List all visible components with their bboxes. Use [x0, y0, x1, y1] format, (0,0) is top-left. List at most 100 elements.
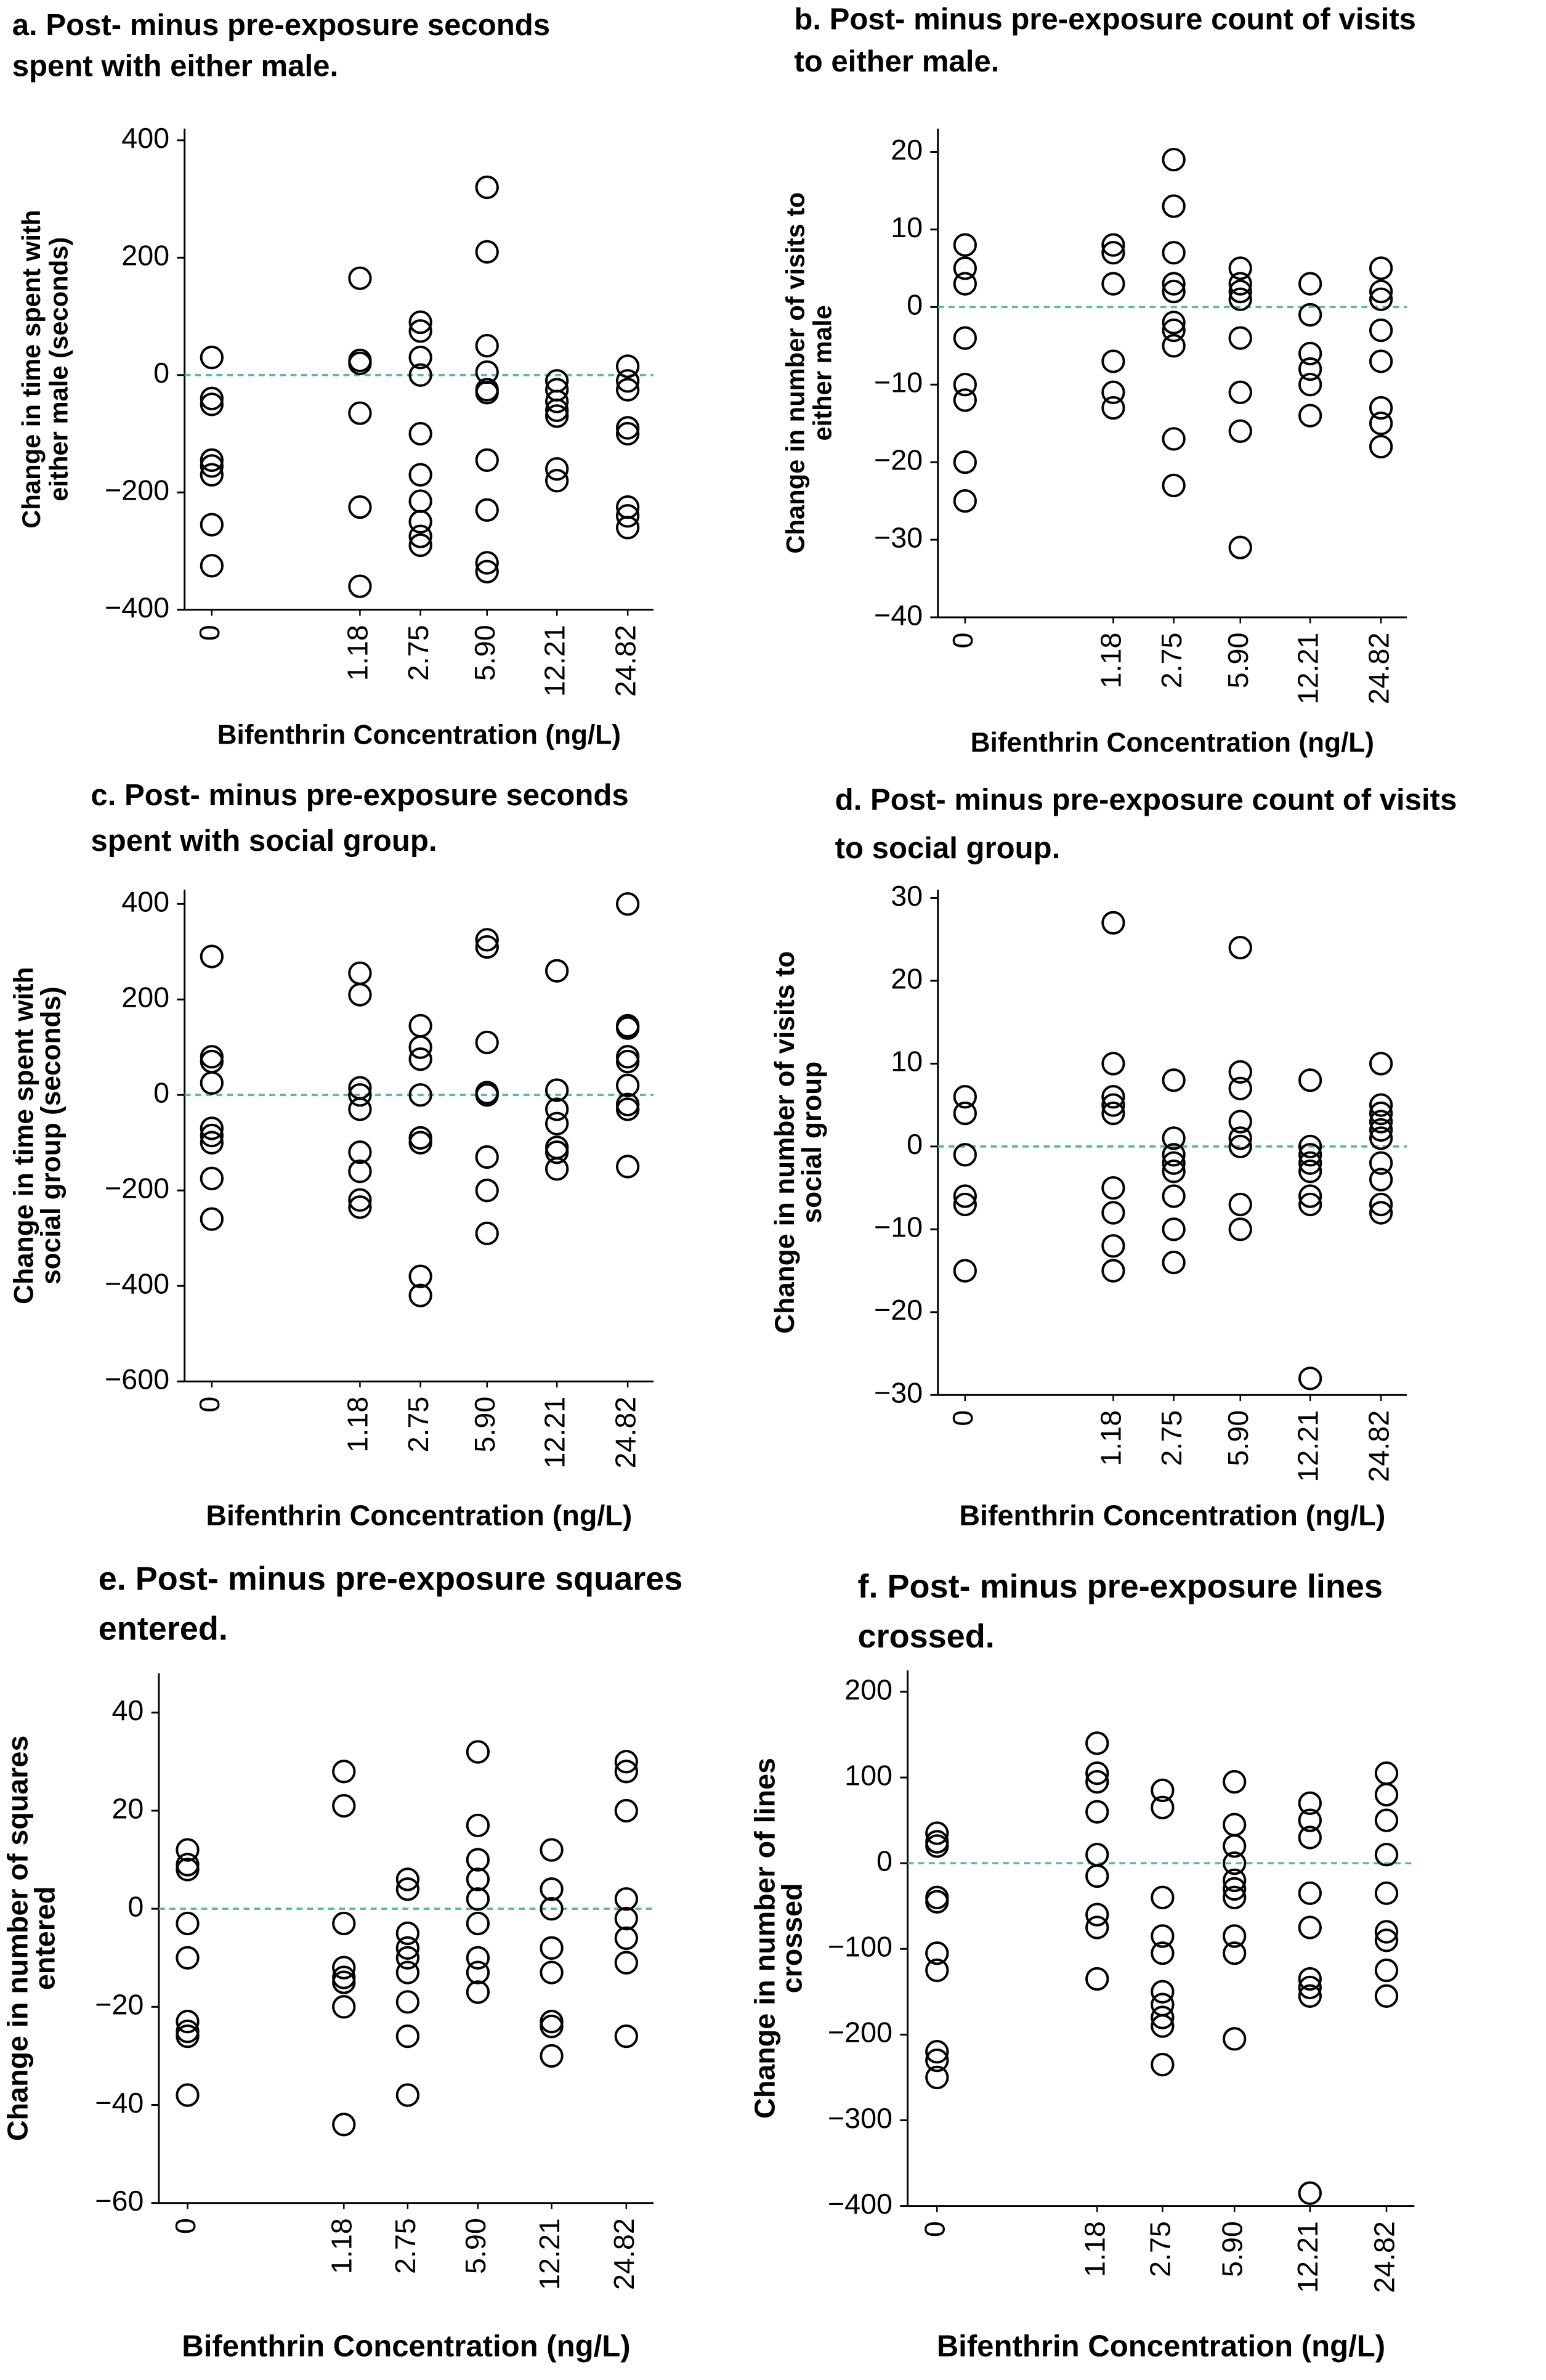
y-tick-label: −10	[874, 1211, 923, 1243]
data-point	[1374, 1808, 1399, 1832]
data-point	[1369, 1118, 1393, 1142]
x-tick-label: 2.75	[1144, 2221, 1176, 2277]
data-point	[1228, 1110, 1252, 1134]
data-point	[925, 1958, 949, 1983]
data-point	[1298, 1134, 1322, 1159]
data-point	[925, 2048, 949, 2073]
y-tick-label: 30	[891, 880, 923, 912]
y-axis-label: entered	[29, 1887, 61, 1991]
data-point	[953, 272, 977, 296]
data-point	[200, 1071, 224, 1095]
data-point	[348, 1140, 372, 1164]
data-point	[1228, 272, 1252, 296]
data-point	[1101, 233, 1125, 257]
data-point	[1369, 1151, 1393, 1175]
data-point	[1085, 1731, 1109, 1755]
y-tick-label: 0	[907, 289, 923, 321]
data-point	[1101, 1201, 1125, 1225]
data-point	[332, 1793, 356, 1818]
data-point	[466, 1911, 490, 1936]
data-point	[925, 2040, 949, 2064]
data-point	[545, 1140, 569, 1164]
data-point	[200, 1049, 224, 1074]
data-point	[1223, 1834, 1247, 1858]
data-point	[614, 1951, 638, 1975]
x-tick-label: 12.21	[1292, 2221, 1324, 2293]
data-point	[1162, 1143, 1186, 1167]
data-point	[200, 1207, 224, 1231]
data-point	[1162, 1160, 1186, 1184]
data-point	[1369, 1052, 1393, 1076]
data-point	[200, 463, 224, 487]
data-point	[1228, 1126, 1252, 1150]
data-point	[1298, 357, 1322, 381]
data-point	[614, 1887, 638, 1911]
data-point	[615, 1097, 640, 1121]
data-point	[1101, 1259, 1125, 1283]
data-point	[176, 1853, 200, 1877]
data-point	[1228, 380, 1252, 404]
data-point	[408, 1283, 432, 1307]
data-point	[332, 1970, 356, 1994]
data-point	[615, 1155, 640, 1179]
data-point	[615, 516, 640, 540]
y-tick-label: −30	[874, 521, 923, 553]
chart-title: spent with either male.	[12, 49, 338, 83]
chart-title: a. Post- minus pre-exposure seconds	[12, 9, 550, 42]
data-point	[615, 421, 640, 446]
data-point	[1369, 1110, 1393, 1134]
chart-title: to social group.	[835, 832, 1061, 865]
data-point	[332, 1760, 356, 1784]
data-point	[615, 504, 640, 528]
data-point	[1369, 1093, 1393, 1117]
data-point	[1298, 1151, 1322, 1175]
x-tick-label: 24.82	[1368, 2221, 1400, 2293]
data-point	[1162, 194, 1186, 218]
data-point	[395, 1946, 420, 1970]
data-point	[348, 574, 372, 598]
data-point	[1151, 2014, 1175, 2038]
data-point	[200, 1131, 224, 1155]
data-point	[1162, 1068, 1186, 1092]
y-tick-label: −20	[95, 1989, 144, 2021]
data-point	[1228, 256, 1252, 280]
data-point	[615, 378, 640, 402]
data-point	[1101, 1234, 1125, 1258]
data-point	[953, 1143, 977, 1167]
x-tick-label: 0	[193, 1397, 225, 1413]
x-tick-label: 2.75	[402, 625, 434, 681]
data-point	[332, 1956, 356, 1980]
data-point	[466, 1848, 490, 1872]
data-point	[540, 1896, 564, 1921]
data-point	[475, 498, 499, 522]
data-point	[1162, 318, 1186, 343]
data-point	[1085, 1967, 1109, 1991]
data-point	[1085, 1769, 1109, 1794]
data-point	[1151, 1980, 1175, 2004]
data-point	[1162, 272, 1186, 296]
data-point	[408, 510, 432, 534]
y-axis-label: Change in number of visits to	[780, 192, 809, 554]
data-point	[1101, 396, 1125, 420]
data-point	[1085, 1800, 1109, 1824]
data-point	[200, 1116, 224, 1140]
y-tick-label: −20	[874, 1294, 923, 1326]
data-point	[1369, 1126, 1393, 1150]
data-point	[1162, 1217, 1186, 1241]
chart-title: f. Post- minus pre-exposure lines	[858, 1568, 1383, 1605]
data-point	[1298, 1367, 1322, 1391]
data-point	[615, 354, 640, 378]
data-point	[408, 319, 432, 343]
x-tick-label: 24.82	[609, 625, 641, 697]
data-point	[614, 1750, 638, 1774]
data-point	[332, 1911, 356, 1936]
data-point	[408, 1126, 432, 1150]
data-point	[475, 175, 499, 200]
data-point	[466, 1813, 490, 1838]
data-point	[1162, 1151, 1186, 1175]
x-tick-label: 5.90	[459, 2218, 492, 2274]
data-point	[1162, 334, 1186, 358]
data-point	[545, 389, 569, 413]
data-point	[1162, 427, 1186, 451]
